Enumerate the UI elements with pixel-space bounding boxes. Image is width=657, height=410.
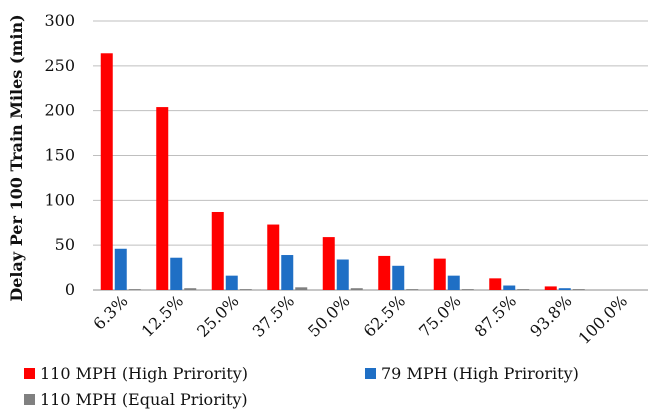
bar-high-priority-79	[281, 255, 294, 290]
y-axis-label: Delay Per 100 Train Miles (min)	[7, 14, 26, 301]
y-tick-label: 200	[44, 101, 75, 120]
bar-equal-priority-110	[295, 287, 308, 290]
x-tick-label: 37.5%	[249, 291, 298, 340]
legend-label: 110 MPH (Equal Priority)	[40, 390, 248, 409]
x-tick-label: 25.0%	[193, 291, 242, 340]
bar-high-priority-110	[433, 258, 446, 290]
y-tick-label: 150	[44, 146, 75, 165]
bar-high-priority-110	[267, 224, 280, 290]
bar-high-priority-79	[336, 259, 349, 290]
x-tick-label: 75.0%	[415, 291, 464, 340]
bar-equal-priority-110	[517, 289, 530, 290]
x-tick-label: 6.3%	[89, 291, 131, 333]
legend-label: 110 MPH (High Prirority)	[40, 364, 248, 383]
x-tick-labels: 6.3% 12.5% 25.0% 37.5% 50.0% 62.5% 75.0% 87.5% 9…	[89, 291, 631, 348]
bar-high-priority-110	[544, 286, 557, 290]
bar-equal-priority-110	[406, 289, 419, 290]
x-tick-label: 50.0%	[304, 291, 353, 340]
legend-swatch	[24, 368, 35, 379]
bar-high-priority-79	[170, 257, 183, 290]
x-tick-label: 100.0%	[574, 291, 631, 348]
y-tick-label: 0	[65, 280, 75, 299]
legend-swatch	[365, 368, 376, 379]
gridlines	[93, 20, 648, 291]
bar-high-priority-110	[489, 278, 502, 290]
legend-label: 79 MPH (High Prirority)	[381, 364, 579, 383]
bar-equal-priority-110	[461, 289, 474, 290]
bar-high-priority-79	[558, 288, 571, 290]
bar-high-priority-110	[378, 255, 391, 290]
bars	[100, 53, 585, 290]
bar-equal-priority-110	[572, 289, 585, 290]
bar-high-priority-79	[447, 275, 460, 290]
bar-equal-priority-110	[350, 288, 363, 290]
x-tick-label: 62.5%	[360, 291, 409, 340]
bar-high-priority-79	[114, 248, 127, 290]
y-tick-label: 300	[44, 11, 75, 30]
bar-high-priority-110	[156, 107, 169, 290]
bar-equal-priority-110	[239, 289, 252, 290]
bar-high-priority-110	[100, 53, 113, 290]
bar-high-priority-79	[392, 265, 405, 290]
y-tick-label: 100	[44, 190, 75, 209]
bar-high-priority-79	[503, 285, 516, 290]
bar-high-priority-110	[211, 211, 224, 290]
bar-high-priority-79	[225, 275, 238, 290]
y-tick-labels: 0 50 100 150 200 250 300	[44, 11, 75, 299]
legend-swatch	[24, 394, 35, 405]
x-tick-label: 87.5%	[471, 291, 520, 340]
bar-high-priority-110	[322, 237, 335, 290]
x-tick-label: 93.8%	[526, 291, 575, 340]
bar-equal-priority-110	[128, 289, 141, 290]
bar-equal-priority-110	[184, 288, 197, 290]
y-tick-label: 250	[44, 56, 75, 75]
y-tick-label: 50	[55, 235, 75, 254]
legend: 110 MPH (High Prirority) 79 MPH (High Pri…	[24, 364, 579, 409]
x-tick-label: 12.5%	[138, 291, 187, 340]
